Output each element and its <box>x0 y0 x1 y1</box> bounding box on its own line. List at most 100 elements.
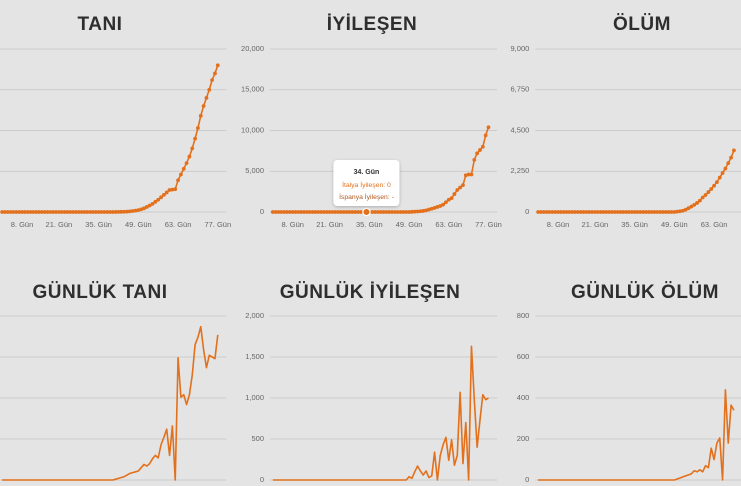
data-point <box>319 210 323 214</box>
tooltip: 34. Gün İtalya İyileşen: 0 İspanya İyileşe… <box>333 160 400 206</box>
data-point <box>201 104 206 108</box>
data-point <box>302 210 306 214</box>
data-point <box>392 210 397 214</box>
data-point <box>567 210 572 214</box>
data-point <box>102 210 107 214</box>
chart-panel: GÜNLÜK İYİLEŞEN 0 500 1,000 1,500 2,000 <box>245 282 497 484</box>
data-point <box>661 210 665 214</box>
data-point <box>421 209 426 213</box>
data-point <box>181 166 186 171</box>
data-point <box>358 210 363 214</box>
tooltip-title: 34. Gün <box>354 169 380 176</box>
data-point <box>164 190 169 195</box>
data-point <box>635 210 640 214</box>
data-point <box>327 210 332 214</box>
y-tick-label: 6,750 <box>511 85 530 94</box>
data-point <box>472 157 477 162</box>
data-point <box>190 146 195 151</box>
data-point <box>341 210 346 214</box>
data-point <box>729 155 733 160</box>
data-point <box>607 210 611 214</box>
data-point <box>65 210 70 214</box>
data-point <box>299 210 304 214</box>
data-point <box>575 210 580 214</box>
data-point <box>644 210 648 214</box>
data-point <box>339 210 343 214</box>
data-point <box>42 210 47 214</box>
data-point <box>618 210 623 214</box>
data-point <box>686 206 691 211</box>
data-point <box>703 193 708 197</box>
data-point <box>480 144 485 149</box>
data-point <box>333 210 338 214</box>
y-tick-label: 0 <box>260 207 264 216</box>
chart-title: GÜNLÜK İYİLEŞEN <box>280 282 461 303</box>
data-point <box>541 210 546 214</box>
y-tick-label: 1,500 <box>245 352 264 361</box>
data-point <box>150 201 155 206</box>
data-point <box>296 210 301 214</box>
chart-title: ÖLÜM <box>613 14 671 35</box>
data-point <box>444 200 448 205</box>
x-tick-label: 35. Gün <box>621 220 648 229</box>
data-point <box>415 209 420 214</box>
data-point <box>581 210 586 214</box>
data-point <box>22 210 27 214</box>
chart-panel: İYİLEŞEN 0 5,000 10,000 15,000 20,000 8. Gün 21… <box>241 14 502 229</box>
data-point <box>390 210 394 214</box>
data-point <box>475 151 480 156</box>
tooltip-line: İtalya İyileşen: 0 <box>342 180 391 189</box>
data-point <box>353 210 358 214</box>
data-point <box>196 126 200 130</box>
data-point <box>56 210 61 214</box>
data-point <box>307 210 312 214</box>
data-point <box>466 172 471 177</box>
data-point <box>570 210 575 214</box>
data-point <box>536 210 541 214</box>
chart-panel: GÜNLÜK ÖLÜM 0 200 400 600 800 <box>517 282 741 484</box>
data-point <box>322 210 326 214</box>
y-tick-label: 15,000 <box>241 85 264 94</box>
data-point <box>717 175 722 180</box>
data-point <box>350 210 355 214</box>
data-point <box>88 210 92 214</box>
data-point <box>700 195 705 200</box>
data-point <box>287 210 292 214</box>
x-tick-label: 8. Gün <box>281 220 304 229</box>
data-point <box>672 210 677 214</box>
data-point <box>71 210 75 214</box>
x-tick-label: 63. Gün <box>165 220 192 229</box>
y-tick-label: 10,000 <box>241 125 264 134</box>
data-point <box>558 210 563 214</box>
data-point <box>641 210 646 214</box>
x-tick-label: 35. Gün <box>356 220 383 229</box>
data-point <box>449 196 454 201</box>
data-point <box>678 209 682 214</box>
data-point <box>113 210 118 214</box>
data-point <box>556 210 560 214</box>
data-point <box>610 210 614 214</box>
chart-title: TANI <box>78 14 123 35</box>
data-point <box>689 204 694 209</box>
data-point <box>621 210 626 214</box>
data-point <box>590 210 594 214</box>
data-point <box>170 187 175 192</box>
data-point <box>441 202 445 207</box>
data-point <box>290 210 295 214</box>
data-point <box>293 210 298 214</box>
x-tick-label: 21. Gün <box>316 220 343 229</box>
data-point <box>45 210 50 214</box>
data-point <box>119 209 124 214</box>
data-point <box>179 172 183 177</box>
data-point <box>159 195 163 200</box>
data-point <box>712 183 716 188</box>
x-tick-label: 49. Gün <box>125 220 152 229</box>
data-point <box>356 210 360 214</box>
data-point <box>723 166 728 171</box>
data-point <box>587 210 592 214</box>
x-tick-label: 21. Gün <box>582 220 609 229</box>
data-point <box>726 161 731 166</box>
data-point <box>31 210 36 214</box>
